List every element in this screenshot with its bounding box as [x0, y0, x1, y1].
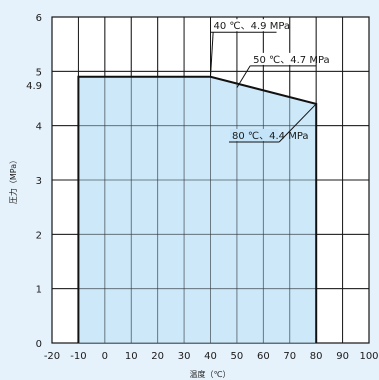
annotation-leader [278, 103, 317, 143]
annotation-label: 40 ℃、4.9 MPa [214, 21, 291, 32]
x-tick-label: 70 [283, 351, 296, 362]
annotation-leader [236, 65, 251, 88]
annotation-leader [210, 32, 214, 77]
annotation-background [211, 19, 276, 32]
y-tick-label: 4 [36, 122, 42, 133]
x-tick-label: 20 [151, 351, 164, 362]
annotation-background [229, 128, 279, 141]
operating-region-outline [77, 75, 318, 343]
y-tick-label: 2 [36, 230, 42, 241]
x-tick-label: 60 [257, 351, 270, 362]
annotation-background [251, 52, 316, 65]
y-tick-label: 0 [36, 339, 42, 350]
x-tick-label: 50 [231, 351, 244, 362]
x-tick-label: -10 [70, 351, 86, 362]
y-tick-labels: 0 1 2 3 4 5 6 4.9 [26, 13, 42, 350]
y-tick-label: 6 [36, 13, 42, 24]
y-extra-tick-label: 4.9 [26, 81, 42, 92]
x-tick-label: 30 [178, 351, 191, 362]
x-tick-label: 90 [336, 351, 349, 362]
x-axis-label: 温度（℃） [190, 369, 231, 379]
x-tick-labels: -20 -10 0 10 20 30 40 50 60 70 80 90 100 [44, 351, 379, 362]
y-tick-label: 3 [36, 176, 42, 187]
x-tick-label: 10 [125, 351, 138, 362]
annotations: 40 ℃、4.9 MPa 50 ℃、4.7 MPa 80 ℃、4.4 MPa [210, 19, 330, 143]
x-tick-label: -20 [44, 351, 60, 362]
y-tick-label: 5 [36, 67, 42, 78]
x-tick-label: 40 [204, 351, 217, 362]
y-tick-label: 1 [36, 285, 42, 296]
x-tick-label: 80 [310, 351, 323, 362]
x-tick-label: 0 [102, 351, 108, 362]
operating-region-area [78, 76, 317, 344]
annotation-label: 80 ℃、4.4 MPa [232, 131, 309, 142]
x-tick-label: 100 [359, 351, 378, 362]
annotation-label: 50 ℃、4.7 MPa [253, 55, 330, 66]
y-axis-label: 圧力（MPa） [8, 156, 18, 204]
